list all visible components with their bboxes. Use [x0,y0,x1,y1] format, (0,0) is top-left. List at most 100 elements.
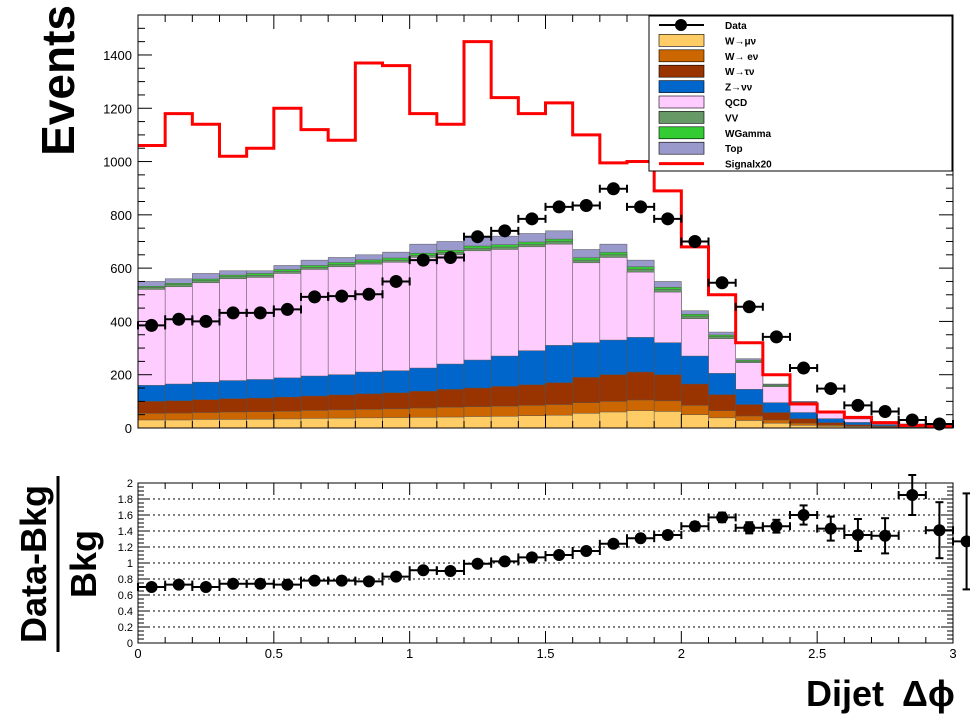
legend-label: Signalx20 [725,160,772,171]
ratio-point [843,518,873,552]
data-point [381,274,411,288]
ratio-y-axis-title-denominator: Bkg [63,530,104,598]
ratio-point-marker [227,577,240,590]
data-point [761,330,791,344]
data-point-marker [172,312,186,326]
ratio-point-marker [199,581,212,593]
data-point [245,306,275,320]
data-point [789,361,819,375]
stack-bar [327,417,356,429]
ratio-point-marker [553,549,566,561]
ratio-point-marker [933,524,946,537]
data-point-marker [199,314,213,328]
ratio-y-axis-title-numerator: Data-Bkg [13,485,54,643]
data-point-marker [715,276,729,290]
data-point-marker [471,230,485,244]
stack-bar [572,413,601,429]
ratio-point [544,549,574,561]
stack-bar [708,417,736,429]
main-panel: 0 200 400 600 800 1000 1200 1400 Events Data W→μ… [32,5,954,436]
ratio-point-marker [960,535,970,548]
ratio-point [490,555,520,568]
data-points [137,182,954,431]
data-point [843,398,873,412]
legend-swatch [658,34,705,47]
ratio-x-axis-title-symbol: Δϕ [902,673,955,714]
ratio-point [300,574,330,587]
data-point [598,182,628,196]
data-point-marker [688,234,702,248]
stack-bar [192,419,220,429]
data-point-marker [443,250,457,264]
ratio-point [191,581,221,593]
y-tick-label: 0 [125,421,132,436]
legend-entry: W→τν [658,64,755,78]
data-point-marker [552,200,566,214]
stack-layer [137,410,954,429]
ratio-point-marker [607,537,620,550]
data-point-marker [362,287,376,301]
ratio-point-marker [145,581,158,593]
y-tick-label: 600 [110,261,132,276]
data-point-marker [769,330,783,344]
ratio-point [924,501,954,560]
data-point-marker [335,289,349,303]
ratio-point-marker [525,551,538,564]
signal-line [138,40,953,429]
ratio-x-tick-label: 3 [949,646,956,661]
ratio-point [381,570,411,583]
legend-entry: Data [659,19,747,32]
y-tick-label: 1000 [103,155,132,170]
ratio-x-tick-label: 1 [406,646,413,661]
ratio-panel: 00.20.40.60.811.21.41.61.82 0 0.5 1 1.5 2 2.5… [13,474,970,714]
ratio-point [272,578,302,591]
data-point [517,212,547,226]
data-point-marker [932,417,946,431]
ratio-point [870,517,900,555]
data-point [544,200,574,214]
ratio-x-tick-label: 2 [678,646,685,661]
ratio-points [137,474,970,593]
ratio-x-axis-title: Dijet [806,673,884,714]
legend-label: W→ eν [725,52,759,63]
ratio-point-marker [906,489,919,501]
ratio-point-marker [335,574,348,587]
data-point-marker [634,200,648,214]
ratio-point-marker [634,532,647,545]
ratio-point-marker [471,557,484,570]
stack-bar [273,418,302,429]
stack-bar [490,416,519,429]
ratio-point [463,557,493,570]
data-point [707,276,737,290]
legend-entry: Z→νν [658,80,753,94]
stack-bar [436,416,465,429]
data-point-marker [878,404,892,418]
ratio-x-tick-label: 0.5 [265,646,283,661]
data-point-marker [824,382,838,396]
ratio-point-marker [688,520,701,533]
data-point [734,300,764,314]
legend-entry: W→μν [658,34,757,47]
ratio-point [789,504,819,526]
legend-label: Data [725,21,747,32]
stack-bar [762,422,791,429]
stack-bar [382,417,410,429]
ratio-point-marker [362,575,375,588]
data-point-marker [253,306,267,320]
legend-label: WGamma [725,129,772,140]
ratio-point [952,492,970,591]
legend-entry: Signalx20 [659,160,772,171]
legend-marker [675,19,687,31]
data-point [463,230,493,244]
stack-bar [137,419,166,429]
data-point-marker [606,182,620,196]
ratio-point-marker [661,529,674,541]
ratio-y-tick-label: 0.6 [118,590,133,602]
ratio-point [707,511,737,524]
ratio-point-marker [308,574,321,587]
ratio-plot-frame [137,482,954,644]
data-point-marker [389,274,403,288]
data-point-marker [226,306,240,320]
data-point [924,417,954,431]
stack-bar [300,418,329,429]
